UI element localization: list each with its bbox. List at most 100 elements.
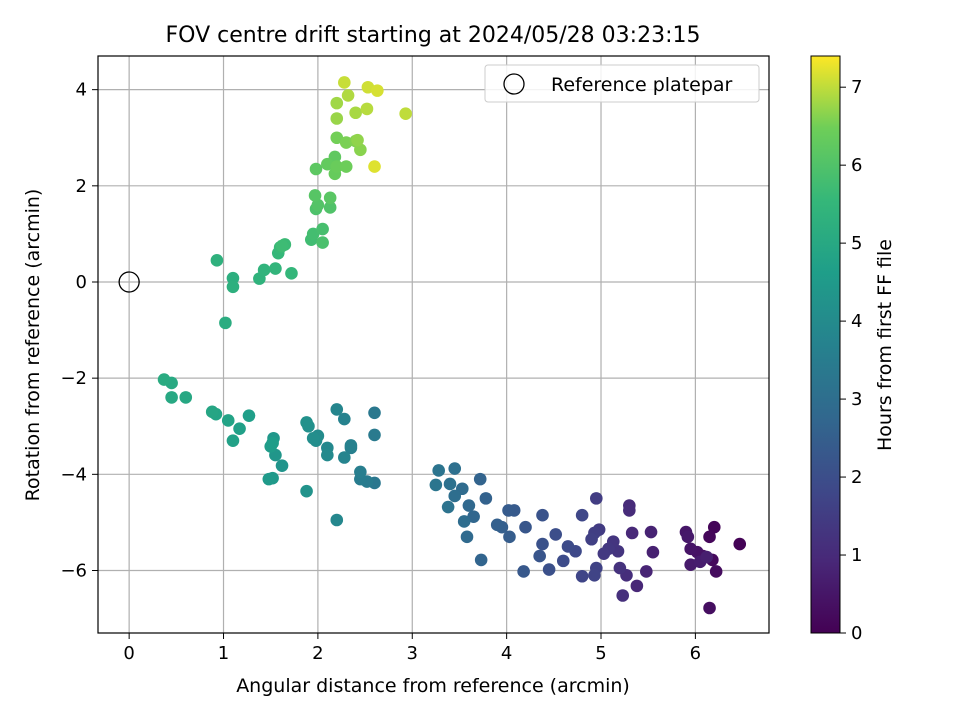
data-point — [210, 254, 224, 267]
colorbar — [810, 55, 841, 634]
data-point — [344, 439, 358, 452]
colorbar-tick-label: 7 — [851, 77, 862, 98]
data-point — [323, 191, 337, 205]
data-point — [275, 459, 289, 472]
data-point — [321, 157, 334, 171]
data-point — [503, 530, 516, 544]
data-point — [549, 528, 563, 541]
data-point — [309, 162, 323, 176]
data-point — [585, 532, 598, 546]
data-point — [330, 160, 344, 173]
data-point — [589, 492, 603, 505]
data-point — [311, 198, 325, 212]
data-point — [306, 431, 320, 445]
y-tick-label: −6 — [60, 560, 87, 581]
data-point — [306, 227, 320, 241]
data-point — [339, 136, 353, 149]
legend-box — [484, 64, 760, 103]
data-point — [368, 406, 381, 420]
colorbar-ticks: 0 1 2 3 4 5 6 7 — [840, 77, 862, 644]
data-point — [623, 504, 636, 517]
x-tick-label: 5 — [595, 643, 606, 664]
data-point — [219, 316, 232, 330]
data-point — [368, 428, 381, 442]
data-point — [338, 412, 351, 426]
data-point — [703, 601, 716, 615]
legend: Reference platepar — [484, 64, 760, 103]
data-point — [561, 540, 575, 553]
reference-point — [118, 271, 140, 293]
data-point — [502, 504, 515, 517]
data-point — [269, 262, 282, 275]
data-point — [221, 414, 235, 427]
data-point — [371, 84, 384, 97]
colorbar-tick-label: 6 — [851, 155, 862, 176]
data-point — [613, 561, 627, 575]
x-tick-label: 1 — [218, 643, 229, 664]
data-point — [681, 530, 695, 544]
data-point — [330, 513, 344, 527]
data-point — [330, 96, 344, 110]
data-point — [300, 484, 313, 498]
data-point — [640, 565, 653, 578]
data-point — [684, 542, 697, 556]
colorbar-label: Hours from first FF file — [874, 239, 896, 451]
data-point — [733, 537, 747, 551]
data-point — [588, 569, 601, 582]
data-point — [709, 565, 723, 578]
y-tick-label: 4 — [76, 80, 87, 101]
data-point — [700, 550, 714, 564]
data-point — [519, 520, 532, 534]
colorbar-tick-label: 1 — [851, 545, 862, 566]
data-point — [473, 472, 487, 486]
data-points — [118, 76, 747, 615]
data-point — [360, 102, 374, 116]
x-tick-label: 3 — [407, 643, 418, 664]
x-axis-label: Angular distance from reference (arcmin) — [236, 675, 630, 697]
plot-area-frame — [97, 55, 770, 634]
data-point — [242, 409, 256, 422]
colorbar-tick-label: 2 — [851, 467, 862, 488]
data-point — [316, 236, 329, 249]
data-point — [616, 589, 630, 602]
data-point — [432, 464, 445, 477]
data-point — [308, 189, 322, 202]
data-point — [443, 477, 457, 491]
axis-ticks: 0 1 2 3 4 5 6 −6 −4 −2 0 2 4 — [60, 80, 701, 664]
data-point — [644, 525, 658, 539]
x-tick-label: 6 — [690, 643, 701, 664]
data-point — [338, 76, 351, 89]
colorbar-tick-label: 0 — [851, 623, 862, 644]
data-point — [490, 518, 504, 532]
data-point — [300, 416, 313, 429]
data-point — [226, 280, 240, 294]
x-tick-label: 0 — [123, 643, 134, 664]
data-point — [341, 89, 355, 102]
data-point — [536, 537, 549, 551]
data-point — [165, 391, 178, 404]
data-point — [354, 465, 367, 479]
data-point — [179, 391, 193, 404]
data-point — [330, 403, 344, 416]
data-point — [349, 106, 362, 120]
data-point — [611, 544, 625, 558]
y-tick-label: −2 — [60, 368, 87, 389]
data-point — [597, 547, 611, 560]
data-point — [266, 436, 279, 450]
data-point — [448, 462, 462, 475]
data-point — [257, 263, 271, 277]
data-point — [330, 131, 344, 145]
data-point — [354, 143, 367, 157]
legend-label-reference: Reference platepar — [551, 74, 733, 96]
colorbar-tick-label: 3 — [851, 389, 862, 410]
data-point — [575, 508, 589, 522]
data-point — [351, 133, 364, 147]
data-point — [368, 160, 381, 173]
data-point — [157, 373, 171, 386]
data-point — [316, 222, 329, 236]
data-point — [575, 569, 589, 583]
chart-title: FOV centre drift starting at 2024/05/28 … — [166, 23, 701, 48]
data-point — [339, 160, 353, 173]
data-point — [457, 515, 471, 528]
y-tick-label: 2 — [76, 176, 87, 197]
